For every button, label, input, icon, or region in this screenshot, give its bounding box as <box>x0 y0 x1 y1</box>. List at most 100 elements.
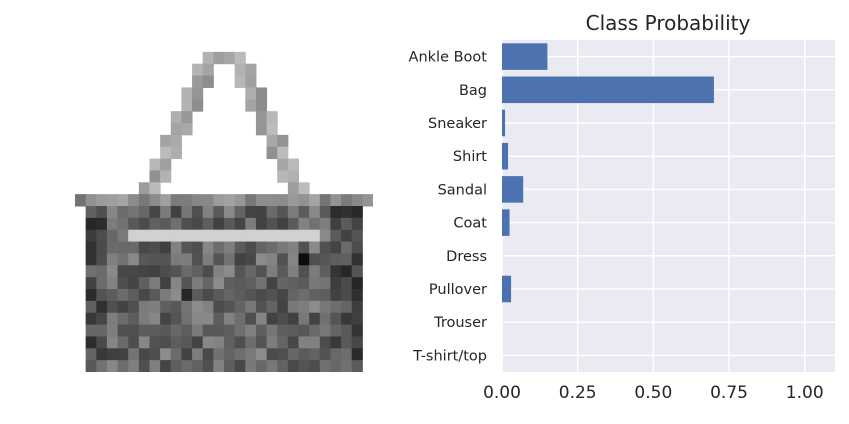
pixel-cell <box>138 253 150 266</box>
pixel-grid <box>75 51 374 373</box>
pixel-cell <box>266 206 278 219</box>
pixel-cell <box>287 348 299 361</box>
pixel-cell <box>287 194 299 207</box>
pixel-cell <box>96 289 108 302</box>
pixel-cell <box>181 312 193 326</box>
pixel-cell <box>170 289 182 302</box>
pixel-cell <box>330 348 342 361</box>
pixel-cell <box>255 300 268 314</box>
pixel-cell <box>192 253 204 266</box>
pixel-cell <box>309 289 321 302</box>
pixel-cell <box>128 194 140 207</box>
pixel-cell <box>192 312 204 326</box>
pixel-cell <box>341 312 353 326</box>
pixel-cell <box>181 111 193 124</box>
pixel-cell <box>245 312 257 326</box>
pixel-cell <box>224 336 236 349</box>
pixel-cell <box>149 217 161 231</box>
pixel-cell <box>85 348 97 361</box>
pixel-cell <box>330 217 342 231</box>
pixel-cell <box>351 206 363 219</box>
pixel-cell <box>224 300 236 314</box>
pixel-cell <box>330 300 342 314</box>
pixel-cell <box>277 194 289 207</box>
pixel-cell <box>351 217 363 231</box>
pixel-cell <box>128 241 140 254</box>
pixel-cell <box>117 348 129 361</box>
pixel-cell <box>85 253 97 266</box>
pixel-cell <box>277 348 289 361</box>
pixel-cell <box>330 324 342 337</box>
pixel-cell <box>245 87 257 100</box>
bar-coat <box>502 209 510 236</box>
pixel-cell <box>138 348 150 361</box>
pixel-cell <box>160 158 172 171</box>
pixel-cell <box>309 265 321 278</box>
bar-shirt <box>502 142 509 170</box>
pixel-cell <box>309 253 321 266</box>
pixel-cell <box>309 217 321 231</box>
pixel-cell <box>138 194 150 207</box>
pixel-cell <box>96 217 108 231</box>
pixel-cell <box>117 289 129 302</box>
pixel-cell <box>106 253 119 266</box>
pixel-cell <box>351 312 363 326</box>
pixel-cell <box>202 63 214 77</box>
pixel-cell <box>170 277 182 290</box>
pixel-cell <box>192 241 204 254</box>
pixel-cell <box>170 336 182 349</box>
bar-sandal <box>502 176 524 203</box>
pixel-cell <box>298 277 310 290</box>
fashion-mnist-bag-image <box>75 40 374 373</box>
pixel-cell <box>106 206 119 219</box>
pixel-cell <box>298 265 310 278</box>
pixel-cell <box>213 289 225 302</box>
pixel-cell <box>181 360 193 373</box>
pixel-cell <box>117 194 129 207</box>
pixel-cell <box>224 277 236 290</box>
pixel-cell <box>213 265 225 278</box>
pixel-cell <box>213 336 225 349</box>
pixel-cell <box>202 277 214 290</box>
pixel-cell <box>255 312 268 326</box>
pixel-cell <box>277 312 289 326</box>
pixel-cell <box>85 229 97 243</box>
pixel-cell <box>351 277 363 290</box>
pixel-cell <box>160 241 172 254</box>
pixel-cell <box>330 289 342 302</box>
pixel-cell <box>287 312 299 326</box>
pixel-cell <box>170 217 182 231</box>
pixel-cell <box>330 336 342 349</box>
y-tick-label: Sandal <box>438 182 487 198</box>
pixel-cell <box>192 336 204 349</box>
pixel-cell <box>213 253 225 266</box>
pixel-cell <box>255 324 268 337</box>
pixel-cell <box>266 217 278 231</box>
pixel-cell <box>96 265 108 278</box>
pixel-cell <box>170 324 182 337</box>
pixel-cell <box>277 229 289 243</box>
pixel-cell <box>213 241 225 254</box>
pixel-cell <box>160 277 172 290</box>
pixel-cell <box>149 360 161 373</box>
pixel-cell <box>319 253 331 266</box>
pixel-cell <box>181 348 193 361</box>
pixel-cell <box>287 158 299 171</box>
pixel-cell <box>277 217 289 231</box>
pixel-cell <box>85 300 97 314</box>
pixel-cell <box>309 312 321 326</box>
pixel-cell <box>255 289 268 302</box>
pixel-cell <box>149 312 161 326</box>
pixel-cell <box>170 229 182 243</box>
pixel-cell <box>160 217 172 231</box>
pixel-cell <box>255 123 268 136</box>
pixel-cell <box>96 324 108 337</box>
pixel-cell <box>309 277 321 290</box>
pixel-cell <box>255 241 268 254</box>
pixel-cell <box>138 312 150 326</box>
pixel-cell <box>128 289 140 302</box>
pixel-cell <box>266 300 278 314</box>
pixel-cell <box>192 360 204 373</box>
pixel-cell <box>138 206 150 219</box>
pixel-cell <box>234 229 246 243</box>
